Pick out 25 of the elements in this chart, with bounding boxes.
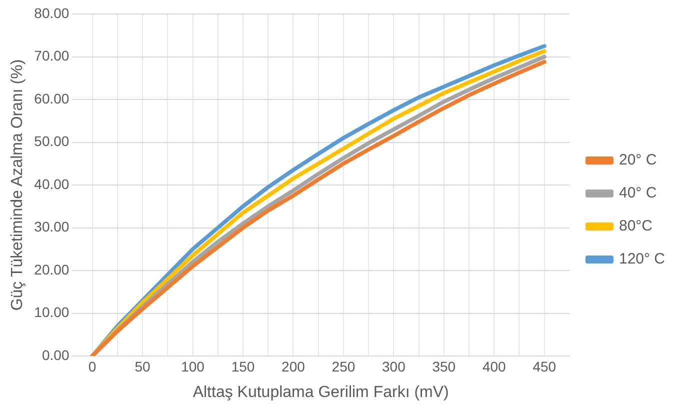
x-tick-label: 300: [382, 358, 406, 374]
y-axis-title: Güç Tüketiminde Azalma Oranı (%): [9, 59, 26, 311]
x-tick-label: 250: [332, 358, 356, 374]
x-tick-label: 100: [181, 358, 205, 374]
x-tick-label: 50: [134, 358, 151, 374]
y-tick-label: 40.00: [34, 176, 70, 192]
legend-label: 20° C: [618, 152, 657, 169]
x-tick-label: 150: [231, 358, 255, 374]
x-tick-label: 200: [282, 358, 306, 374]
y-tick-label: 70.00: [34, 48, 70, 64]
y-tick-label: 50.00: [34, 133, 70, 150]
y-tick-label: 0.00: [42, 346, 70, 363]
x-tick-label: 0: [88, 358, 96, 374]
y-tick-label: 80.00: [34, 4, 70, 21]
y-tick-label: 30.00: [34, 218, 70, 235]
x-tick-label: 450: [532, 358, 556, 374]
x-tick-label: 400: [482, 358, 506, 374]
x-tick-label: 350: [432, 358, 456, 374]
legend-label: 80°C: [618, 218, 653, 235]
legend-label: 120° C: [618, 250, 666, 268]
legend-label: 40° C: [618, 184, 657, 202]
x-axis-title: Alttaş Kutuplama Gerilim Farkı (mV): [192, 384, 449, 401]
y-tick-label: 60.00: [34, 90, 70, 106]
y-tick-label: 10.00: [34, 304, 70, 320]
y-tick-label: 20.00: [34, 261, 70, 278]
